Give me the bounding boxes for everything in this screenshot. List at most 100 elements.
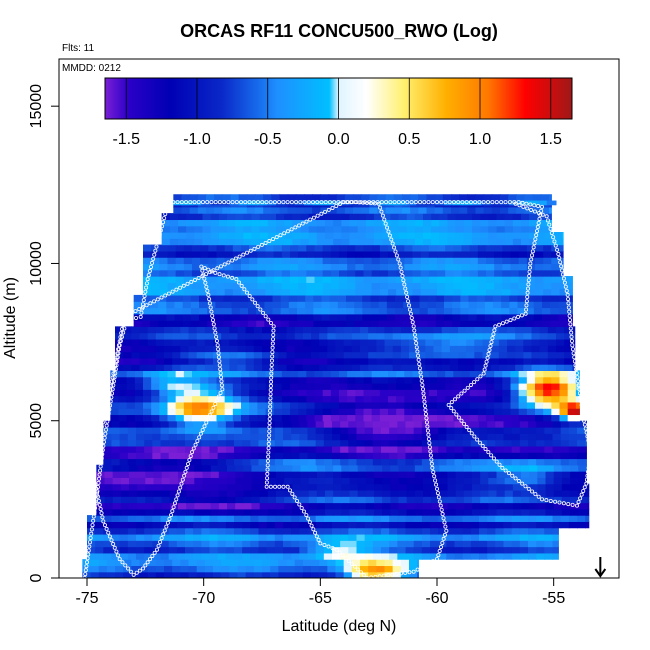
heatmap-cell (349, 238, 359, 246)
heatmap-cell (291, 533, 300, 541)
heatmap-cell (466, 338, 475, 346)
heatmap-cell (232, 389, 242, 397)
heatmap-cell (398, 213, 408, 221)
heatmap-cell (208, 269, 218, 277)
heatmap-cell (374, 464, 383, 472)
flight-track-point (453, 397, 458, 402)
heatmap-cell (518, 370, 528, 378)
flight-track-point (355, 567, 360, 572)
heatmap-cell (504, 496, 514, 504)
heatmap-cell (290, 414, 299, 422)
heatmap-cell (266, 533, 276, 541)
heatmap-cell (467, 206, 477, 214)
flight-track-point (323, 209, 328, 214)
flight-track-point (412, 328, 417, 333)
heatmap-cell (227, 477, 236, 485)
heatmap-cell (561, 471, 571, 478)
heatmap-cell (294, 571, 304, 578)
heatmap-cell (281, 276, 291, 283)
heatmap-cell (299, 546, 309, 554)
heatmap-cell (199, 320, 208, 327)
heatmap-cell (292, 464, 302, 472)
heatmap-cell (468, 301, 478, 309)
heatmap-cell (292, 477, 302, 485)
heatmap-cell (313, 313, 323, 321)
heatmap-cell (510, 288, 520, 296)
heatmap-cell (498, 364, 508, 371)
heatmap-cell (355, 414, 365, 422)
flight-track-point (104, 403, 109, 408)
heatmap-cell (461, 370, 471, 378)
heatmap-cell (180, 357, 190, 365)
heatmap-cell (169, 464, 179, 472)
heatmap-cell (586, 502, 590, 510)
heatmap-cell (307, 420, 317, 428)
flight-track-point (553, 499, 558, 504)
heatmap-cell (460, 294, 470, 302)
flight-track-point (89, 465, 94, 470)
heatmap-cell (160, 540, 170, 548)
heatmap-cell (241, 401, 250, 409)
heatmap-cell (486, 288, 495, 296)
flight-track-point (556, 252, 561, 257)
heatmap-cell (314, 276, 324, 283)
heatmap-cell (167, 389, 177, 397)
heatmap-cell (521, 219, 530, 227)
heatmap-cell (389, 540, 398, 548)
flight-track-point (332, 200, 337, 205)
flight-track-point (263, 314, 268, 319)
heatmap-cell (504, 219, 514, 227)
flight-track-point (207, 270, 212, 275)
heatmap-cell (288, 307, 298, 315)
heatmap-cell (501, 313, 510, 321)
heatmap-cell (273, 376, 283, 384)
heatmap-cell (223, 307, 233, 315)
heatmap-cell (547, 351, 557, 359)
heatmap-cell (434, 206, 444, 214)
heatmap-cell (392, 332, 402, 340)
heatmap-cell (143, 276, 152, 283)
heatmap-cell (234, 458, 243, 466)
flight-track-point (144, 281, 149, 286)
heatmap-cell (217, 452, 227, 460)
heatmap-cell (251, 489, 261, 497)
heatmap-cell (270, 559, 279, 567)
heatmap-cell (477, 382, 487, 390)
flight-track-point (425, 428, 430, 433)
heatmap-cell (388, 395, 397, 403)
heatmap-cell (174, 320, 184, 327)
flight-track-point (563, 284, 568, 289)
heatmap-cell (286, 565, 296, 573)
flight-track-point (373, 574, 378, 578)
flight-track-point (304, 219, 309, 224)
heatmap-cell (398, 477, 408, 485)
flight-track-point (475, 437, 480, 442)
heatmap-cell (374, 477, 383, 485)
heatmap-cell (503, 527, 513, 535)
heatmap-cell (395, 320, 404, 327)
heatmap-cell (364, 433, 374, 441)
heatmap-cell (536, 458, 545, 466)
flight-track-point (516, 314, 521, 319)
heatmap-cell (351, 326, 361, 334)
flight-track-point (485, 355, 490, 360)
heatmap-cell (518, 408, 528, 416)
heatmap-cell (518, 200, 529, 206)
heatmap-cell (381, 540, 390, 548)
heatmap-cell (347, 401, 356, 409)
heatmap-cell (278, 559, 288, 567)
heatmap-cell (257, 200, 268, 206)
heatmap-cell (357, 477, 367, 485)
heatmap-cell (257, 257, 267, 265)
heatmap-cell (204, 326, 214, 334)
heatmap-cell (194, 219, 204, 227)
heatmap-cell (185, 533, 194, 541)
heatmap-cell (278, 571, 288, 578)
heatmap-cell (396, 370, 405, 378)
heatmap-cell (299, 552, 309, 560)
heatmap-cell (466, 326, 475, 334)
heatmap-cell (423, 238, 432, 246)
heatmap-cell (438, 439, 447, 447)
heatmap-cell (186, 219, 195, 227)
heatmap-cell (472, 213, 481, 221)
